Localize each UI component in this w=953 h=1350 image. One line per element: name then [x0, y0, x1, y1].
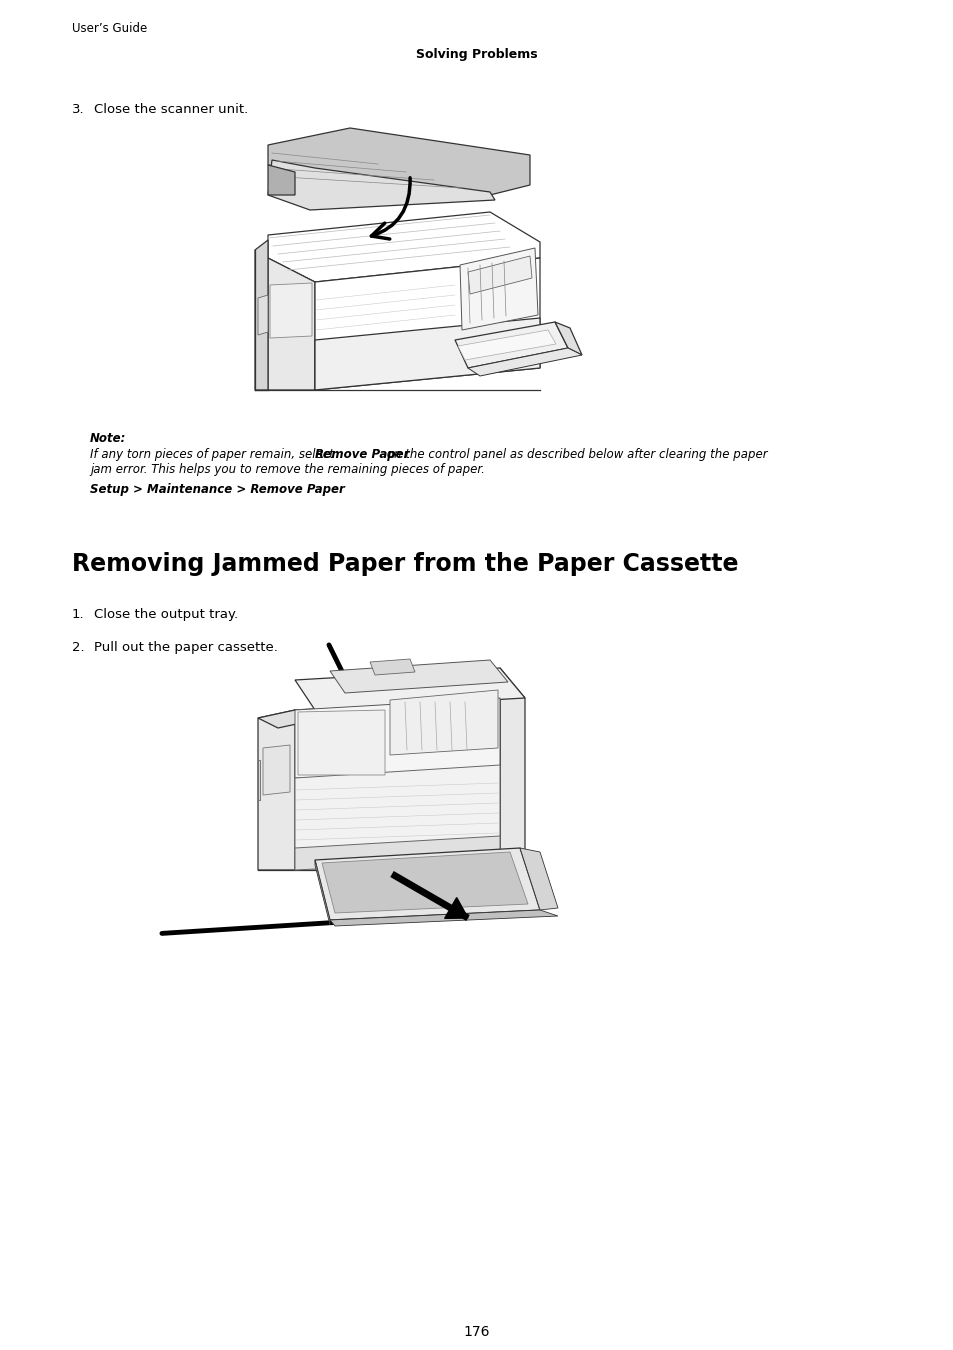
Polygon shape	[444, 898, 468, 918]
FancyArrowPatch shape	[371, 178, 410, 239]
Polygon shape	[294, 668, 524, 710]
Polygon shape	[390, 690, 497, 755]
Polygon shape	[294, 765, 499, 869]
Polygon shape	[322, 852, 527, 913]
Polygon shape	[268, 165, 294, 194]
Polygon shape	[257, 710, 314, 728]
Text: Pull out the paper cassette.: Pull out the paper cassette.	[94, 641, 277, 653]
Polygon shape	[268, 128, 530, 194]
Polygon shape	[294, 836, 499, 869]
Polygon shape	[314, 860, 330, 925]
Polygon shape	[457, 329, 556, 360]
Text: If any torn pieces of paper remain, select: If any torn pieces of paper remain, sele…	[90, 448, 337, 460]
Polygon shape	[370, 659, 415, 675]
Polygon shape	[314, 848, 539, 919]
Polygon shape	[257, 710, 294, 869]
Polygon shape	[268, 161, 495, 211]
Text: on the control panel as described below after clearing the paper: on the control panel as described below …	[382, 448, 767, 460]
Polygon shape	[254, 240, 268, 390]
Text: Removing Jammed Paper from the Paper Cassette: Removing Jammed Paper from the Paper Cas…	[71, 552, 738, 576]
Polygon shape	[468, 256, 532, 294]
Polygon shape	[555, 323, 581, 355]
Polygon shape	[270, 284, 312, 338]
Polygon shape	[314, 258, 539, 390]
Polygon shape	[257, 296, 268, 335]
Polygon shape	[330, 660, 507, 693]
Text: Close the output tray.: Close the output tray.	[94, 608, 238, 621]
Polygon shape	[268, 212, 539, 282]
Polygon shape	[519, 848, 558, 910]
Text: 2.: 2.	[71, 641, 85, 653]
Polygon shape	[294, 698, 499, 778]
Polygon shape	[459, 248, 537, 329]
Polygon shape	[468, 348, 581, 377]
Text: 176: 176	[463, 1324, 490, 1339]
Text: Close the scanner unit.: Close the scanner unit.	[94, 103, 248, 116]
Text: jam error. This helps you to remove the remaining pieces of paper.: jam error. This helps you to remove the …	[90, 463, 484, 477]
Polygon shape	[263, 745, 290, 795]
Text: Solving Problems: Solving Problems	[416, 49, 537, 61]
Polygon shape	[455, 323, 567, 369]
Text: Setup > Maintenance > Remove Paper: Setup > Maintenance > Remove Paper	[90, 483, 344, 495]
Polygon shape	[499, 668, 524, 869]
Text: Remove Paper: Remove Paper	[314, 448, 409, 460]
Polygon shape	[297, 710, 385, 775]
Polygon shape	[294, 698, 499, 869]
Polygon shape	[330, 910, 558, 926]
Polygon shape	[268, 258, 314, 390]
Text: 1.: 1.	[71, 608, 85, 621]
Text: 3.: 3.	[71, 103, 85, 116]
Text: Note:: Note:	[90, 432, 126, 446]
Polygon shape	[314, 319, 539, 390]
Text: User’s Guide: User’s Guide	[71, 22, 147, 35]
Polygon shape	[257, 760, 260, 801]
